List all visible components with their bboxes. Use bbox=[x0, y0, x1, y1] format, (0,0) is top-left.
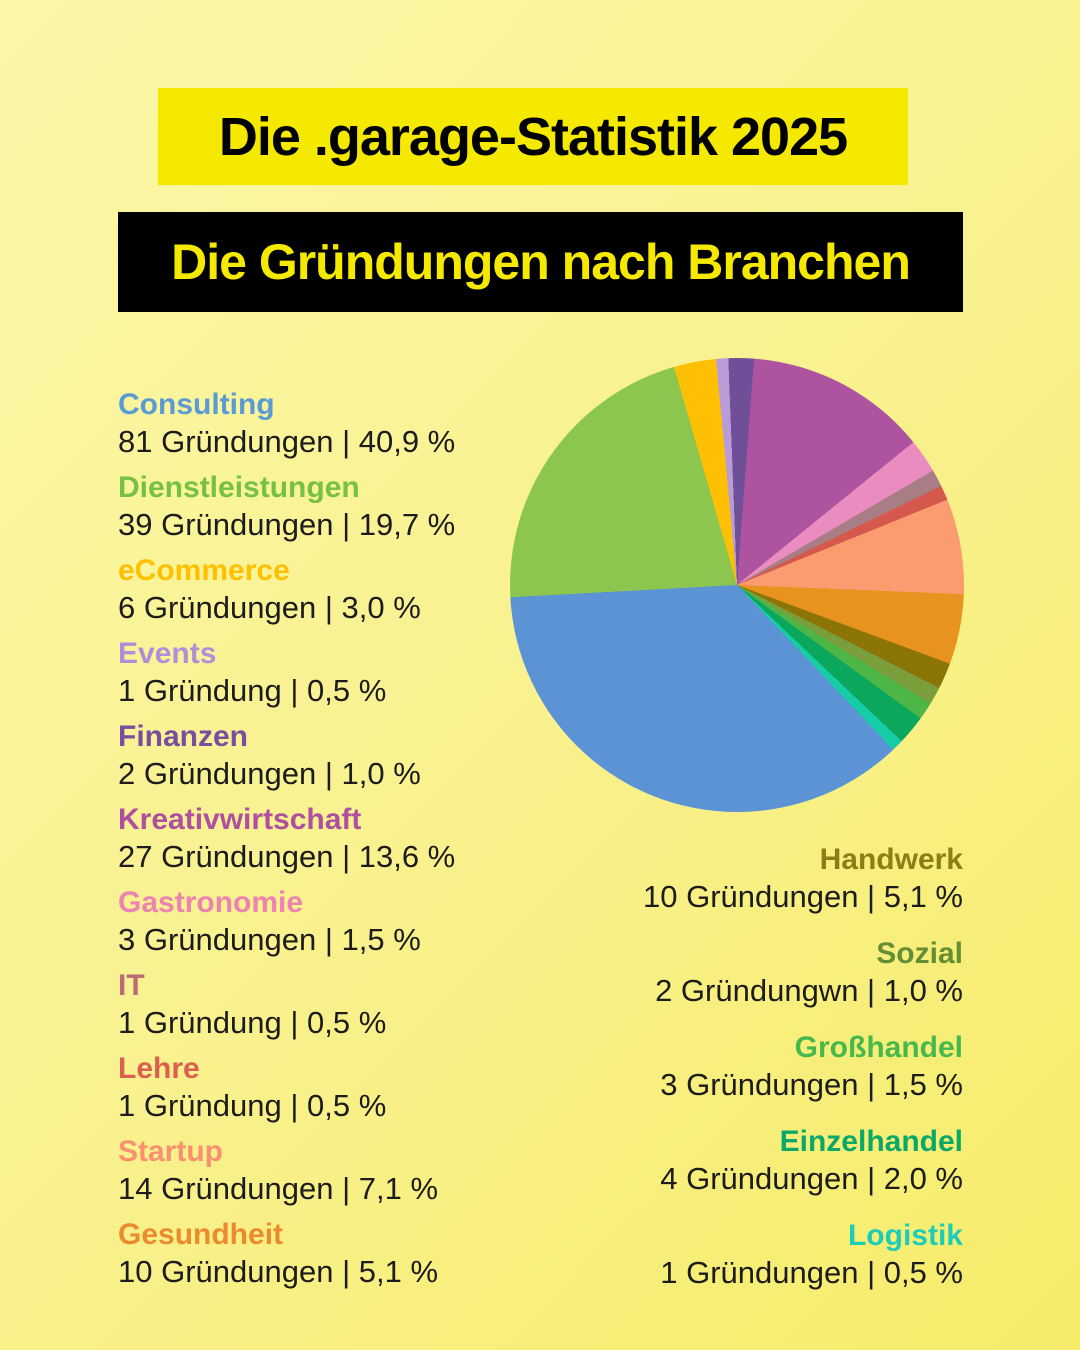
category-value: 81 Gründungen | 40,9 % bbox=[118, 424, 456, 459]
title-banner: Die .garage-Statistik 2025 bbox=[158, 88, 908, 185]
category-label: Einzelhandel bbox=[779, 1125, 963, 1158]
category-value: 14 Gründungen | 7,1 % bbox=[118, 1171, 439, 1206]
category-label: eCommerce bbox=[118, 554, 290, 587]
category-label: Startup bbox=[118, 1135, 223, 1168]
legend-item-handwerk: Handwerk 10 Gründungen | 5,1 % bbox=[543, 842, 963, 915]
category-value: 10 Gründungen | 5,1 % bbox=[118, 1254, 439, 1289]
category-value: 1 Gründungen | 0,5 % bbox=[660, 1255, 963, 1290]
category-value: 1 Gründung | 0,5 % bbox=[118, 673, 387, 708]
legend-item-einzelhandel: Einzelhandel 4 Gründungen | 2,0 % bbox=[543, 1124, 963, 1197]
legend-item-startup: Startup 14 Gründungen | 7,1 % bbox=[118, 1134, 538, 1207]
legend-item-lehre: Lehre 1 Gründung | 0,5 % bbox=[118, 1051, 538, 1124]
category-value: 39 Gründungen | 19,7 % bbox=[118, 507, 456, 542]
legend-item-finanzen: Finanzen 2 Gründungen | 1,0 % bbox=[118, 719, 538, 792]
category-value: 27 Gründungen | 13,6 % bbox=[118, 839, 456, 874]
legend-item-events: Events 1 Gründung | 0,5 % bbox=[118, 636, 538, 709]
category-value: 2 Gründungen | 1,0 % bbox=[118, 756, 421, 791]
category-value: 6 Gründungen | 3,0 % bbox=[118, 590, 421, 625]
category-value: 3 Gründungen | 1,5 % bbox=[118, 922, 421, 957]
category-label: IT bbox=[118, 969, 145, 1002]
subtitle-banner: Die Gründungen nach Branchen bbox=[118, 212, 963, 312]
legend-item-dienstleistungen: Dienstleistungen 39 Gründungen | 19,7 % bbox=[118, 470, 538, 543]
category-value: 1 Gründung | 0,5 % bbox=[118, 1005, 387, 1040]
page-title: Die .garage-Statistik 2025 bbox=[218, 106, 848, 167]
legend-item-gro-handel: Großhandel 3 Gründungen | 1,5 % bbox=[543, 1030, 963, 1103]
category-label: Logistik bbox=[847, 1219, 963, 1252]
category-label: Großhandel bbox=[794, 1031, 963, 1064]
legend-item-kreativwirtschaft: Kreativwirtschaft 27 Gründungen | 13,6 % bbox=[118, 802, 538, 875]
category-value: 10 Gründungen | 5,1 % bbox=[642, 879, 963, 914]
category-label: Lehre bbox=[118, 1052, 200, 1085]
legend-item-logistik: Logistik 1 Gründungen | 0,5 % bbox=[543, 1218, 963, 1291]
category-value: 4 Gründungen | 2,0 % bbox=[660, 1161, 963, 1196]
legend-item-gesundheit: Gesundheit 10 Gründungen | 5,1 % bbox=[118, 1217, 538, 1290]
category-label: Kreativwirtschaft bbox=[118, 803, 362, 836]
pie-chart bbox=[510, 358, 964, 812]
legend-right-column: Handwerk 10 Gründungen | 5,1 % Sozial 2 Grü… bbox=[543, 842, 963, 1312]
category-label: Dienstleistungen bbox=[118, 471, 360, 504]
legend-item-ecommerce: eCommerce 6 Gründungen | 3,0 % bbox=[118, 553, 538, 626]
legend-item-gastronomie: Gastronomie 3 Gründungen | 1,5 % bbox=[118, 885, 538, 958]
category-value: 2 Gründungwn | 1,0 % bbox=[655, 973, 963, 1008]
category-label: Events bbox=[118, 637, 217, 670]
legend-item-consulting: Consulting 81 Gründungen | 40,9 % bbox=[118, 387, 538, 460]
legend-item-sozial: Sozial 2 Gründungwn | 1,0 % bbox=[543, 936, 963, 1009]
legend-item-it: IT 1 Gründung | 0,5 % bbox=[118, 968, 538, 1041]
category-label: Gastronomie bbox=[118, 886, 304, 919]
category-value: 3 Gründungen | 1,5 % bbox=[660, 1067, 963, 1102]
category-label: Gesundheit bbox=[118, 1218, 284, 1251]
category-label: Consulting bbox=[118, 388, 275, 421]
category-label: Handwerk bbox=[819, 843, 963, 876]
legend-left-column: Consulting 81 Gründungen | 40,9 % Dienstle… bbox=[118, 387, 538, 1300]
category-value: 1 Gründung | 0,5 % bbox=[118, 1088, 387, 1123]
page-subtitle: Die Gründungen nach Branchen bbox=[171, 234, 911, 290]
category-label: Finanzen bbox=[118, 720, 249, 753]
category-label: Sozial bbox=[876, 937, 963, 970]
